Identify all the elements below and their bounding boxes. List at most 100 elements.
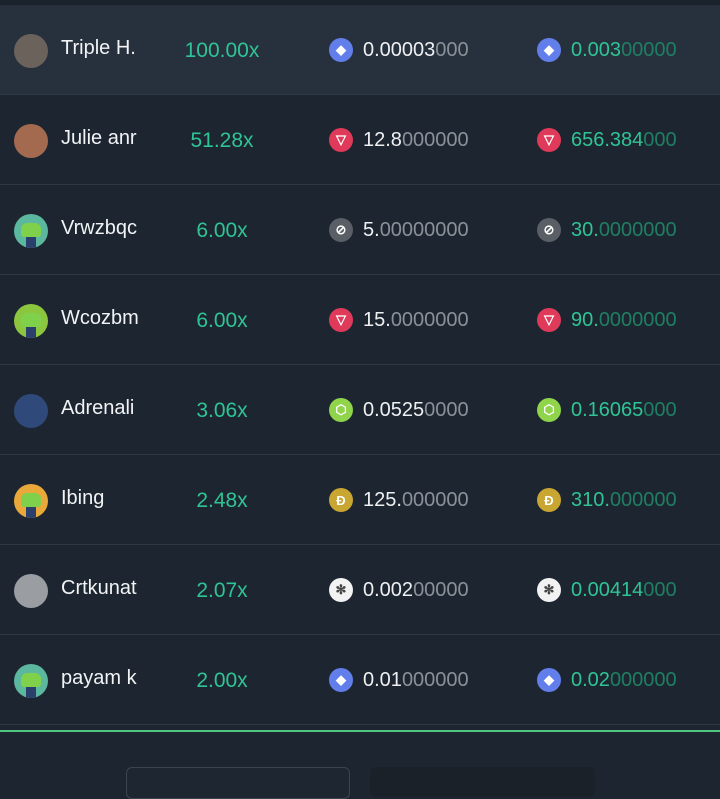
payout-amount: 0.00300000 [571,39,677,62]
username[interactable]: Crtkunat [61,577,137,599]
bet-amount-significant: 5. [363,219,380,241]
username[interactable]: Triple H. [61,37,136,59]
payout-trailing: 000000 [609,489,677,511]
payout-trailing: 0000000 [598,309,677,331]
bet-row[interactable]: Julie anr 51.28x ▽ 12.8000000 ▽ 656.3840… [0,95,720,185]
payout-significant: 656.384 [571,129,644,151]
bet-amount-significant: 0.002 [363,579,414,601]
user-avatar[interactable] [14,34,48,68]
username[interactable]: Ibing [61,487,105,509]
bet-row[interactable]: Ibing 2.48x Đ 125.000000 Đ 310.000000 [0,455,720,545]
ethereum-icon: ◆ [537,38,561,62]
payout-amount: 310.000000 [571,489,677,512]
dogecoin-icon: Đ [329,488,353,512]
white-seal-coin-icon: ✻ [537,578,561,602]
ethereum-icon: ◆ [329,668,353,692]
user-avatar[interactable] [14,124,48,158]
payout-amount: 0.16065000 [571,399,677,422]
multiplier: 100.00x [184,39,260,62]
outlined-button[interactable] [126,767,350,799]
eos-icon: ⬡ [329,398,353,422]
dogecoin-icon: Đ [537,488,561,512]
payout-significant: 90. [571,309,599,331]
bet-amount: 0.05250000 [363,399,469,422]
payout-significant: 0.003 [571,39,622,61]
bet-amount-trailing: 000000 [401,129,469,151]
section-divider [0,730,720,732]
tron-icon: ▽ [329,128,353,152]
multiplier: 6.00x [196,309,248,332]
bet-amount-significant: 125. [363,489,402,511]
user-avatar[interactable] [14,214,48,248]
username[interactable]: Wcozbm [61,307,139,329]
payout-trailing: 000 [643,579,677,601]
filled-button[interactable] [370,767,595,797]
bet-row[interactable]: Crtkunat 2.07x ✻ 0.00200000 ✻ 0.00414000 [0,545,720,635]
multiplier: 2.07x [196,579,248,602]
bet-amount-trailing: 0000000 [390,309,469,331]
bet-amount-significant: 12.8 [363,129,402,151]
username[interactable]: Julie anr [61,127,137,149]
payout-trailing: 0000000 [598,219,677,241]
payout-trailing: 000000 [609,669,677,691]
user-avatar[interactable] [14,664,48,698]
payout-amount: 30.0000000 [571,219,677,242]
tron-icon: ▽ [537,128,561,152]
tron-icon: ▽ [329,308,353,332]
payout-trailing: 000 [643,399,677,421]
eos-icon: ⬡ [537,398,561,422]
payout-significant: 30. [571,219,599,241]
payout-trailing: 00000 [621,39,677,61]
bet-row[interactable]: Vrwzbqc 6.00x ⊘ 5.00000000 ⊘ 30.0000000 [0,185,720,275]
payout-amount: 0.00414000 [571,579,677,602]
bet-row[interactable]: payam k 2.00x ◆ 0.01000000 ◆ 0.02000000 [0,635,720,725]
bet-amount-trailing: 000000 [401,489,469,511]
multiplier: 2.00x [196,669,248,692]
payout-significant: 0.02 [571,669,610,691]
multiplier: 6.00x [196,219,248,242]
username[interactable]: Adrenali [61,397,135,419]
payout-significant: 0.16065 [571,399,644,421]
user-avatar[interactable] [14,574,48,608]
bet-row[interactable]: Triple H. 100.00x ◆ 0.00003000 ◆ 0.00300… [0,5,720,95]
stellar-icon: ⊘ [537,218,561,242]
bet-amount-trailing: 00000 [413,579,469,601]
bet-amount-significant: 0.01 [363,669,402,691]
user-avatar[interactable] [14,484,48,518]
ethereum-icon: ◆ [329,38,353,62]
multiplier: 51.28x [190,129,254,152]
bet-amount-significant: 0.00003 [363,39,436,61]
payout-significant: 310. [571,489,610,511]
bet-row[interactable]: Wcozbm 6.00x ▽ 15.0000000 ▽ 90.0000000 [0,275,720,365]
bet-amount-trailing: 00000000 [379,219,469,241]
payout-amount: 0.02000000 [571,669,677,692]
bet-amount: 5.00000000 [363,219,469,242]
bet-amount: 0.01000000 [363,669,469,692]
user-avatar[interactable] [14,304,48,338]
bet-amount-trailing: 000000 [401,669,469,691]
multiplier: 2.48x [196,489,248,512]
bet-amount: 125.000000 [363,489,469,512]
payout-significant: 0.00414 [571,579,644,601]
bet-amount-significant: 0.0525 [363,399,425,421]
user-avatar[interactable] [14,394,48,428]
username[interactable]: Vrwzbqc [61,217,137,239]
bet-amount: 12.8000000 [363,129,469,152]
top-strip [0,0,720,5]
payout-amount: 90.0000000 [571,309,677,332]
bet-amount: 15.0000000 [363,309,469,332]
bet-amount-significant: 15. [363,309,391,331]
tron-icon: ▽ [537,308,561,332]
bet-amount-trailing: 000 [435,39,469,61]
bet-amount: 0.00200000 [363,579,469,602]
payout-trailing: 000 [643,129,677,151]
username[interactable]: payam k [61,667,137,689]
bets-list: Triple H. 100.00x ◆ 0.00003000 ◆ 0.00300… [0,5,720,725]
bet-amount: 0.00003000 [363,39,469,62]
white-seal-coin-icon: ✻ [329,578,353,602]
bet-row[interactable]: Adrenali 3.06x ⬡ 0.05250000 ⬡ 0.16065000 [0,365,720,455]
stellar-icon: ⊘ [329,218,353,242]
ethereum-icon: ◆ [537,668,561,692]
multiplier: 3.06x [196,399,248,422]
payout-amount: 656.384000 [571,129,677,152]
